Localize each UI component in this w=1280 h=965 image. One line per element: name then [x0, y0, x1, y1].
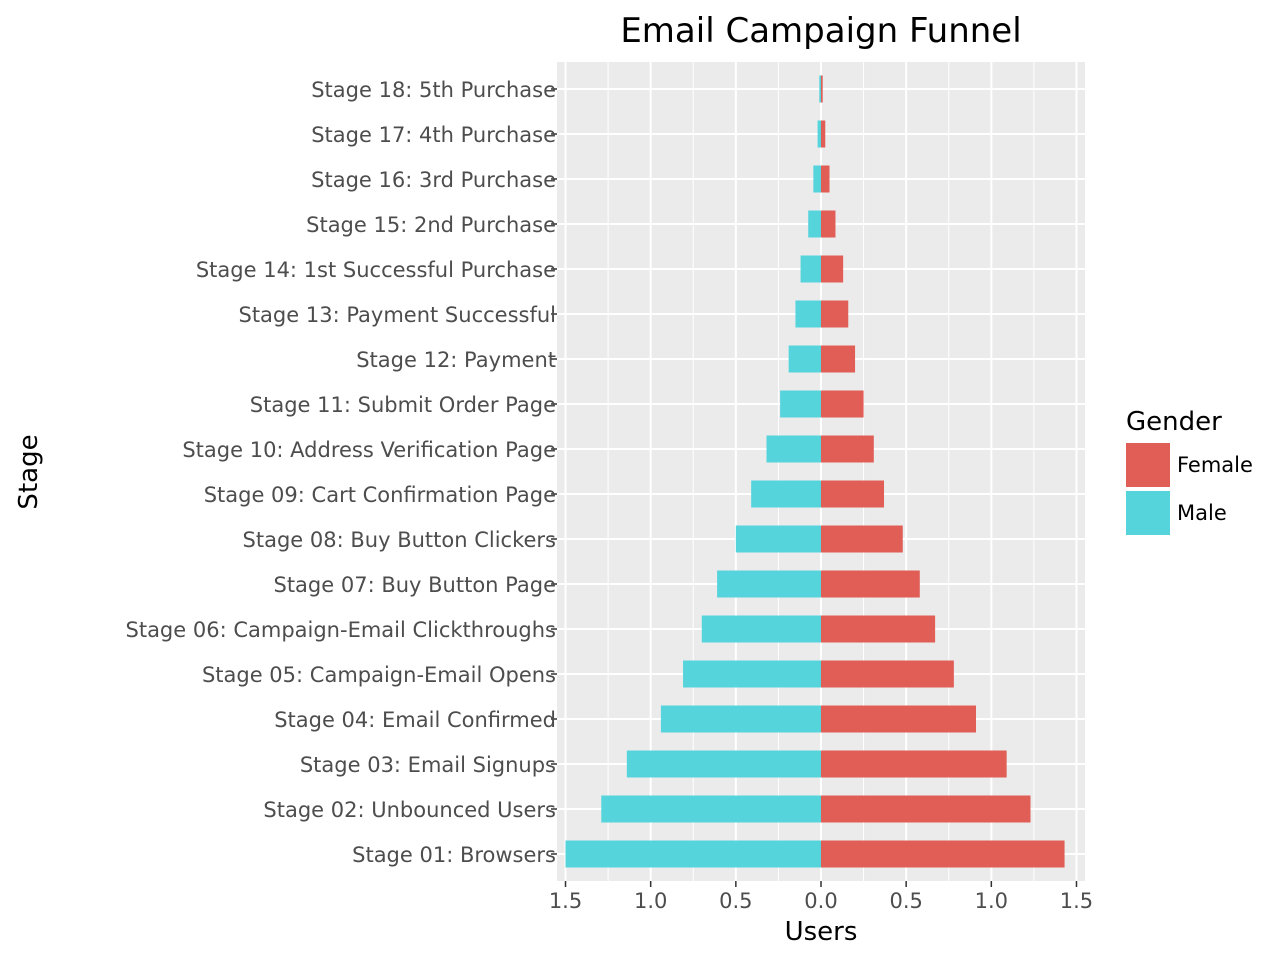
bar-female: [821, 120, 826, 148]
bar-male: [565, 840, 821, 868]
legend: Gender Female Male: [1126, 407, 1253, 535]
y-axis-ticks: Stage 01: Browsers Stage 02: Unbounced Us…: [126, 78, 557, 867]
x-tick-label: 0.5: [889, 889, 922, 913]
bar-female: [821, 570, 920, 598]
x-tick-label: 1.0: [634, 889, 667, 913]
y-tick-label: Stage 05: Campaign-Email Opens: [202, 663, 556, 687]
y-axis-title: Stage: [14, 434, 44, 509]
y-tick-label: Stage 02: Unbounced Users: [263, 798, 556, 822]
y-tick-label: Stage 14: 1st Successful Purchase: [196, 258, 556, 282]
bar-female: [821, 300, 849, 328]
y-tick-label: Stage 09: Cart Confirmation Page: [204, 483, 556, 507]
bar-male: [788, 345, 821, 373]
bar-male: [780, 390, 821, 418]
bar-female: [821, 840, 1065, 868]
bar-female: [821, 345, 856, 373]
bar-female: [821, 75, 823, 103]
bar-female: [821, 480, 885, 508]
bar-female: [821, 525, 903, 553]
x-tick-label: 0.5: [719, 889, 752, 913]
legend-swatch-male: [1126, 491, 1170, 535]
x-axis-title: Users: [785, 917, 858, 947]
y-tick-label: Stage 03: Email Signups: [300, 753, 556, 777]
x-tick-label: 0.0: [804, 889, 837, 913]
y-tick-label: Stage 16: 3rd Purchase: [311, 168, 556, 192]
legend-swatch-female: [1126, 443, 1170, 487]
y-tick-label: Stage 04: Email Confirmed: [274, 708, 556, 732]
bar-male: [601, 795, 821, 823]
y-tick-label: Stage 10: Address Verification Page: [182, 438, 556, 462]
bar-male: [808, 210, 821, 238]
x-tick-label: 1.0: [975, 889, 1008, 913]
bars-layer: [565, 75, 1065, 868]
y-tick-label: Stage 12: Payment: [356, 348, 556, 372]
bar-female: [821, 210, 836, 238]
y-tick-label: Stage 13: Payment Successful: [238, 303, 556, 327]
y-tick-label: Stage 15: 2nd Purchase: [306, 213, 556, 237]
bar-male: [626, 750, 821, 778]
x-tick-label: 1.5: [1060, 889, 1093, 913]
bar-male: [701, 615, 821, 643]
bar-female: [821, 165, 830, 193]
bar-male: [813, 165, 821, 193]
bar-female: [821, 705, 976, 733]
legend-items: Female Male: [1126, 443, 1253, 535]
y-tick-label: Stage 08: Buy Button Clickers: [243, 528, 556, 552]
bar-male: [660, 705, 821, 733]
x-axis-ticks: 1.5 1.0 0.5 0.0 0.5 1.0 1.5: [549, 881, 1093, 913]
bar-male: [800, 255, 821, 283]
bar-male: [751, 480, 821, 508]
bar-male: [683, 660, 821, 688]
y-tick-label: Stage 18: 5th Purchase: [311, 78, 556, 102]
y-tick-label: Stage 01: Browsers: [352, 843, 556, 867]
bar-female: [821, 435, 874, 463]
y-tick-label: Stage 17: 4th Purchase: [311, 123, 556, 147]
bar-female: [821, 750, 1007, 778]
bar-female: [821, 255, 844, 283]
legend-label-female: Female: [1177, 453, 1253, 477]
bar-female: [821, 390, 864, 418]
minor-gridlines: [607, 62, 1035, 881]
bar-female: [821, 660, 954, 688]
y-tick-label: Stage 07: Buy Button Page: [273, 573, 556, 597]
chart-title: Email Campaign Funnel: [620, 11, 1021, 51]
x-tick-label: 1.5: [549, 889, 582, 913]
bar-female: [821, 795, 1031, 823]
y-tick-label: Stage 11: Submit Order Page: [250, 393, 556, 417]
bar-male: [766, 435, 821, 463]
bar-male: [717, 570, 821, 598]
bar-male: [817, 120, 821, 148]
legend-title: Gender: [1126, 407, 1222, 437]
legend-label-male: Male: [1177, 501, 1227, 525]
bar-female: [821, 615, 936, 643]
y-tick-label: Stage 06: Campaign-Email Clickthroughs: [126, 618, 557, 642]
bar-male: [735, 525, 821, 553]
bar-male: [819, 75, 821, 103]
bar-male: [795, 300, 821, 328]
